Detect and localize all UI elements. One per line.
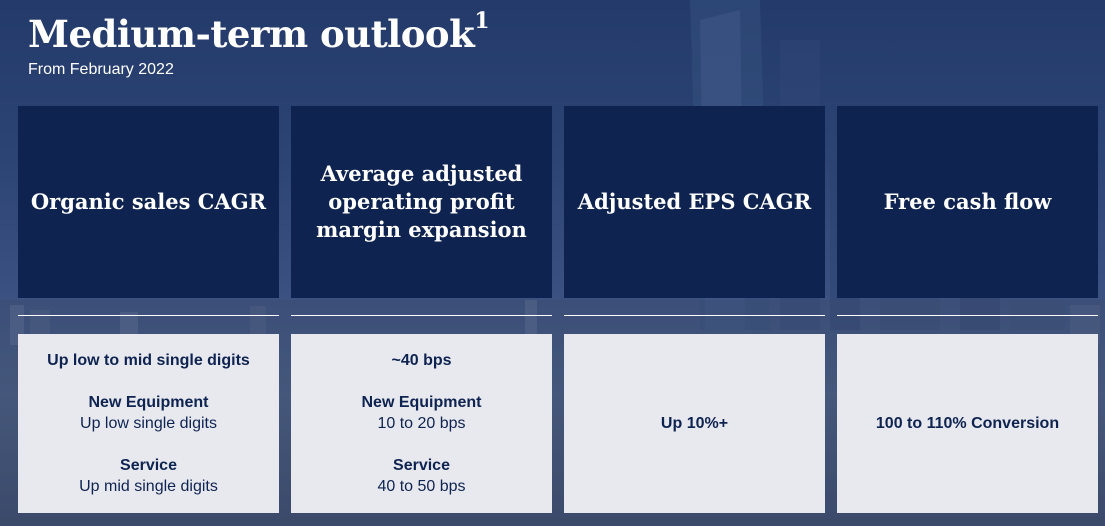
page-title: Medium-term outlook1 [28,8,490,56]
footnote-marker: 1 [474,8,490,34]
item-label: Service [120,457,177,474]
item-value: Up low single digits [80,415,217,432]
card-header-label: Organic sales CAGR [30,189,267,214]
card-organic-sales-body: Up low to mid single digits New Equipmen… [18,334,279,513]
card-headline: 100 to 110% Conversion [875,415,1060,432]
item-value: Up mid single digits [79,478,218,495]
card-margin-expansion-body: ~40 bps New Equipment 10 to 20 bps Servi… [291,334,552,513]
card-header-label: Adjusted EPS CAGR [577,189,812,214]
item-label: New Equipment [88,394,209,411]
card-headline: Up low to mid single digits [47,352,250,369]
item-label: Service [393,457,450,474]
card-header-label: Free cash flow [883,189,1052,214]
divider [18,315,279,316]
divider [837,315,1098,316]
card-headline: Up 10%+ [660,415,729,432]
item-value: 40 to 50 bps [377,478,466,495]
card-header-label: Average adjusted operating profit margin… [316,161,527,242]
item-label: New Equipment [361,394,482,411]
card-headline: ~40 bps [391,352,452,369]
item-value: 10 to 20 bps [377,415,466,432]
card-eps-body: Up 10%+ [564,334,825,513]
page-subtitle: From February 2022 [28,61,174,78]
divider [291,315,552,316]
card-free-cash-flow-header: Free cash flow [837,106,1098,298]
card-margin-expansion-header: Average adjusted operating profit margin… [291,106,552,298]
divider [564,315,825,316]
card-organic-sales-header: Organic sales CAGR [18,106,279,298]
card-eps-header: Adjusted EPS CAGR [564,106,825,298]
card-free-cash-flow-body: 100 to 110% Conversion [837,334,1098,513]
